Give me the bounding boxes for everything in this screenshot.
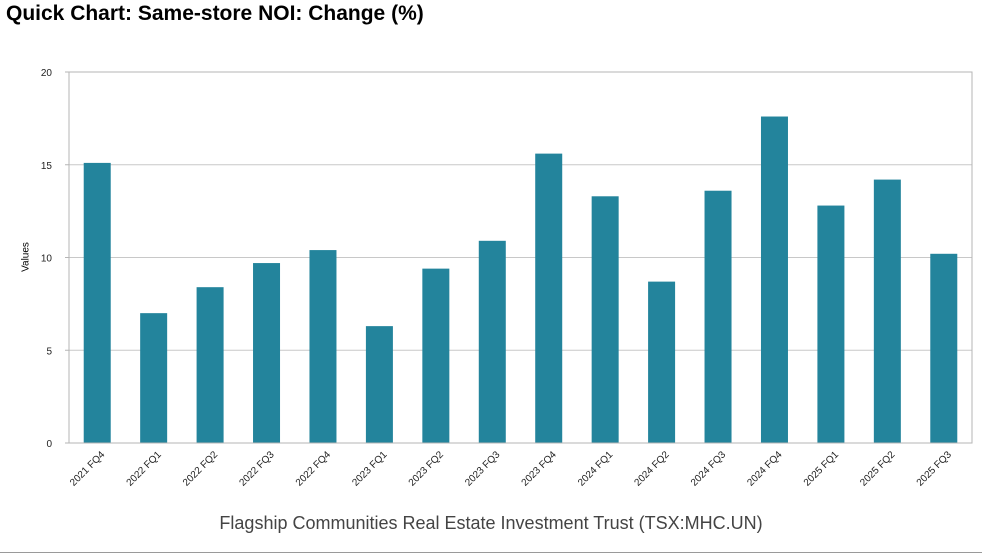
- bar: [704, 190, 732, 443]
- y-tick-label: 10: [41, 254, 53, 265]
- bar: [930, 253, 958, 443]
- x-tick-label: 2024 FQ1: [576, 449, 616, 489]
- bottom-divider: [0, 552, 982, 553]
- x-tick-label: 2022 FQ3: [237, 449, 277, 489]
- bar: [817, 205, 845, 443]
- y-axis-label: Values: [20, 242, 32, 272]
- x-tick-label: 2025 FQ2: [858, 449, 898, 489]
- bar: [478, 240, 506, 443]
- x-tick-label: 2024 FQ3: [689, 449, 729, 489]
- x-tick-label: 2023 FQ4: [520, 449, 560, 489]
- x-tick-label: 2024 FQ2: [632, 449, 672, 489]
- company-name: Flagship Communities Real Estate Investm…: [219, 513, 763, 533]
- bar: [365, 326, 393, 443]
- x-tick-label: 2025 FQ1: [802, 449, 842, 489]
- y-tick-label: 15: [41, 161, 53, 172]
- x-tick-label: 2023 FQ3: [463, 449, 503, 489]
- x-tick-label: 2022 FQ4: [294, 449, 334, 489]
- bar: [873, 179, 901, 443]
- bar: [760, 116, 788, 444]
- x-tick-label: 2023 FQ2: [407, 449, 447, 489]
- bar: [648, 281, 676, 443]
- bar: [535, 153, 563, 443]
- bar: [253, 263, 281, 443]
- y-tick-labels: 0 5 10 15 20: [41, 68, 53, 450]
- y-tick-label: 20: [41, 68, 53, 79]
- bar: [422, 268, 450, 443]
- bar: [140, 313, 168, 443]
- x-tick-label: 2022 FQ2: [181, 449, 221, 489]
- bar: [309, 250, 337, 443]
- bar: [196, 287, 224, 443]
- x-tick-label: 2022 FQ1: [125, 449, 165, 489]
- x-tick-label: 2025 FQ3: [915, 449, 955, 489]
- x-tick-label: 2024 FQ4: [745, 449, 785, 489]
- y-tick-label: 0: [46, 439, 52, 450]
- bars: [83, 116, 958, 444]
- bar: [83, 162, 111, 443]
- y-tick-label: 5: [46, 346, 52, 357]
- plot-frame: [68, 71, 973, 444]
- chart-title: Quick Chart: Same-store NOI: Change (%): [6, 2, 424, 25]
- x-tick-label: 2021 FQ4: [68, 449, 108, 489]
- x-tick-label: 2023 FQ1: [350, 449, 390, 489]
- bar: [591, 196, 619, 443]
- x-tick-labels: 2021 FQ4 2022 FQ1 2022 FQ2 2022 FQ3 2022 FQ4…: [68, 449, 954, 489]
